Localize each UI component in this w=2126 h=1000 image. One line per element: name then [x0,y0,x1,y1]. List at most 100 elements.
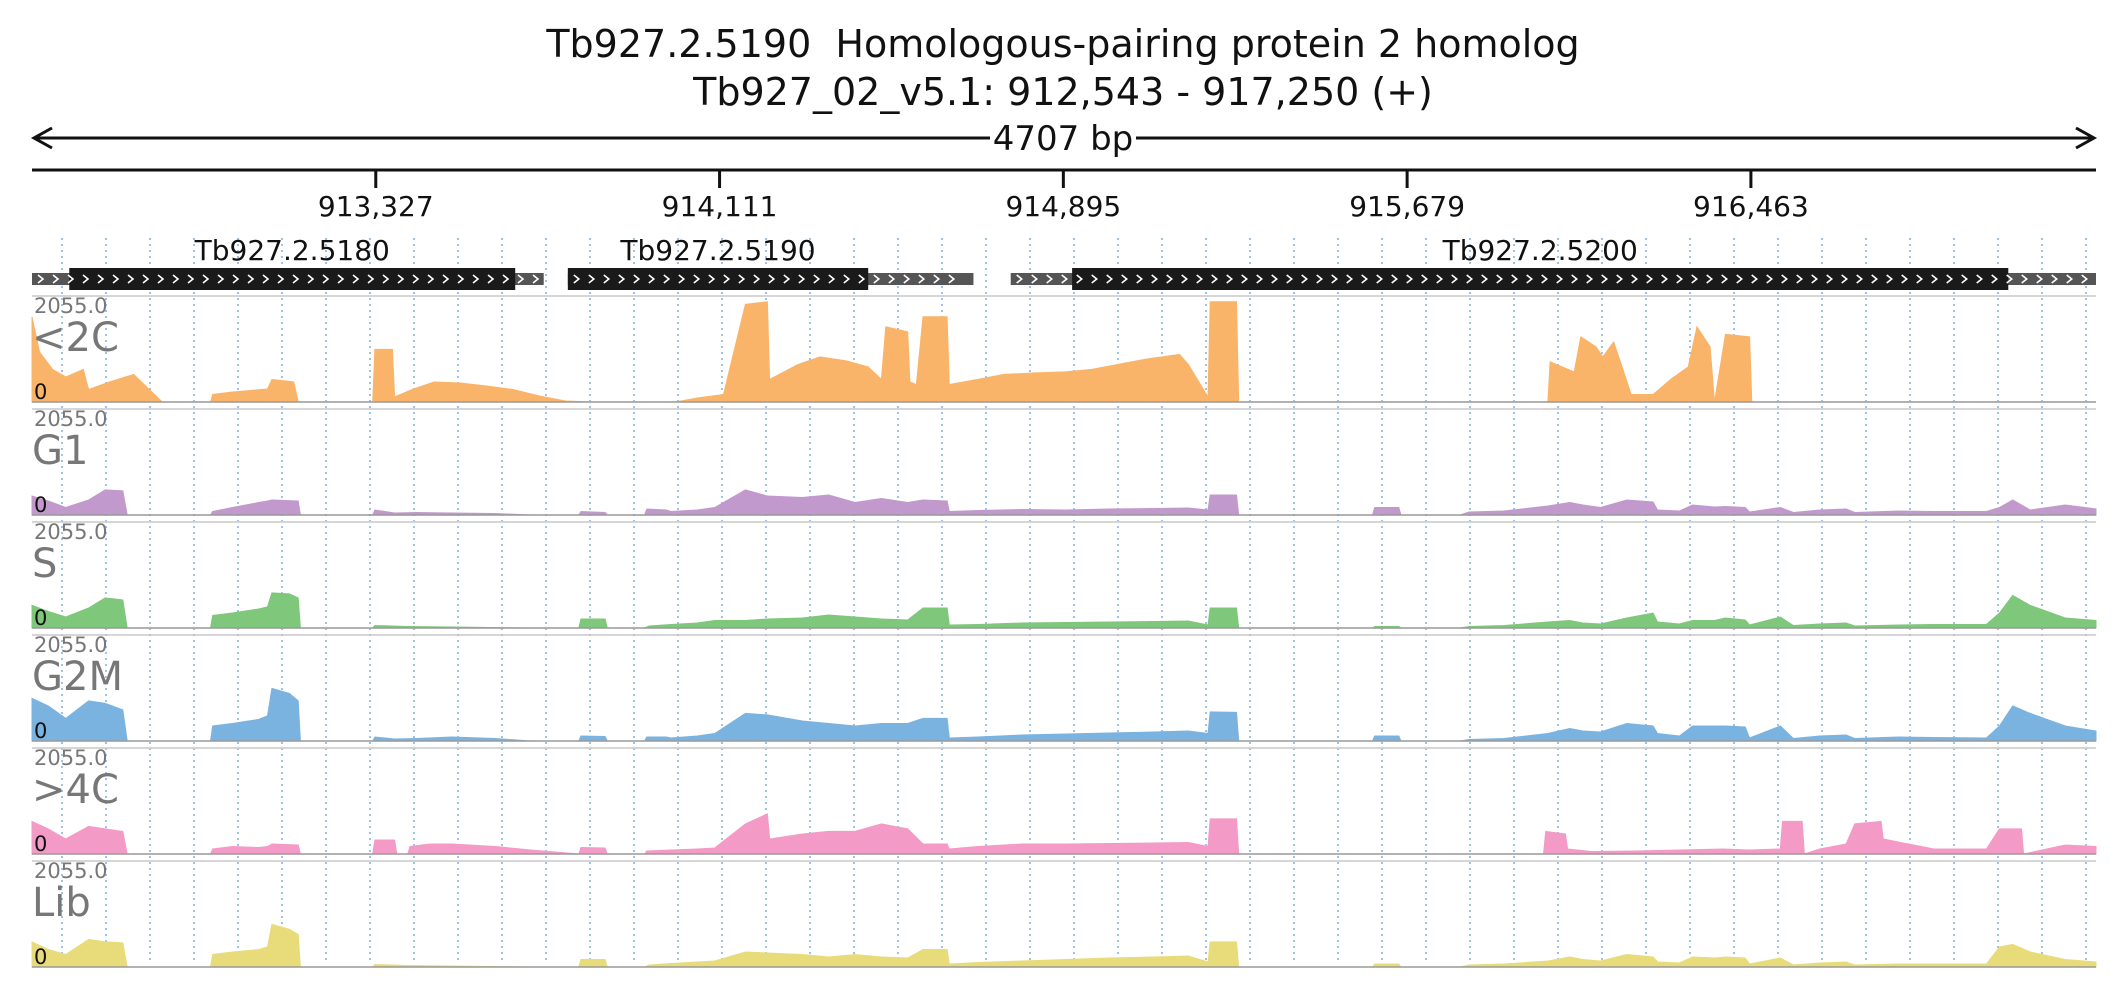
strand-chevron [873,274,881,284]
strand-chevron [1271,274,1279,284]
strand-chevron [1061,274,1069,284]
strand-chevron [1811,274,1819,284]
strand-chevron [382,274,390,284]
strand-chevron [232,274,240,284]
strand-chevron [1121,274,1129,284]
strand-chevron [663,274,671,284]
track-name: S [32,541,57,587]
gene-cds [69,268,516,290]
strand-chevron [588,274,596,284]
strand-chevron [1616,274,1624,284]
strand-chevron [1706,274,1714,284]
strand-chevron [1166,274,1174,284]
span-arrow-left-head [30,126,53,150]
strand-chevron [1241,274,1249,284]
strand-chevron [633,274,641,284]
strand-chevron [1421,274,1429,284]
strand-chevron [1796,274,1804,284]
strand-chevron [127,274,135,284]
track-max-label: 2055.0 [34,859,107,883]
strand-chevron [1286,274,1294,284]
track-name: G1 [32,428,88,474]
strand-chevron [352,274,360,284]
strand-chevron [1676,274,1684,284]
strand-chevron [337,274,345,284]
strand-chevron [1031,274,1039,284]
strand-chevron [202,274,210,284]
gene-cds [1072,268,2009,290]
span-label-bg [990,118,1136,158]
strand-chevron [247,274,255,284]
strand-chevron [292,274,300,284]
strand-chevron [397,274,405,284]
strand-chevron [1766,274,1774,284]
strand-chevron [1196,274,1204,284]
strand-chevron [1436,274,1444,284]
strand-chevron [1091,274,1099,284]
strand-chevron [1751,274,1759,284]
strand-chevron [457,274,465,284]
axis-tick-label: 916,463 [1693,190,1809,223]
strand-chevron [1826,274,1834,284]
strand-chevron [1106,274,1114,284]
strand-chevron [1946,274,1954,284]
strand-chevron [532,274,540,284]
strand-chevron [1301,274,1309,284]
strand-chevron [1586,274,1594,284]
strand-chevron [843,274,851,284]
strand-chevron [277,274,285,284]
strand-chevron [1361,274,1369,284]
coverage-area [31,301,2096,403]
strand-chevron [1406,274,1414,284]
strand-chevron [157,274,165,284]
strand-chevron [1316,274,1324,284]
track-name: G2M [32,654,123,700]
strand-chevron [693,274,701,284]
strand-chevron [217,274,225,284]
strand-chevron [1916,274,1924,284]
strand-chevron [1991,274,1999,284]
strand-chevron [1256,274,1264,284]
strand-chevron [1646,274,1654,284]
strand-chevron [187,274,195,284]
track-max-label: 2055.0 [34,520,107,544]
strand-chevron [1871,274,1879,284]
strand-chevron [142,274,150,284]
strand-chevron [1601,274,1609,284]
strand-chevron [307,274,315,284]
strand-chevron [1076,274,1084,284]
strand-chevron [768,274,776,284]
strand-chevron [1736,274,1744,284]
strand-chevron [573,274,581,284]
strand-chevron [948,274,956,284]
strand-chevron [1451,274,1459,284]
strand-chevron [723,274,731,284]
strand-chevron [2036,274,2044,284]
strand-chevron [903,274,911,284]
strand-chevron [67,274,75,284]
strand-chevron [1331,274,1339,284]
strand-chevron [858,274,866,284]
gene-label: Tb927.2.5190 [619,234,815,267]
strand-chevron [1556,274,1564,284]
strand-chevron [1511,274,1519,284]
strand-chevron [82,274,90,284]
strand-chevron [1886,274,1894,284]
strand-chevron [262,274,270,284]
strand-chevron [783,274,791,284]
strand-chevron [933,274,941,284]
strand-chevron [888,274,896,284]
strand-chevron [112,274,120,284]
strand-chevron [1496,274,1504,284]
track-max-label: 2055.0 [34,294,107,318]
strand-chevron [813,274,821,284]
strand-chevron [1631,274,1639,284]
coverage-area [31,592,2097,629]
strand-chevron [648,274,656,284]
strand-chevron [828,274,836,284]
axis-tick-label: 915,679 [1349,190,1465,223]
strand-chevron [1376,274,1384,284]
strand-chevron [708,274,716,284]
gene-label: Tb927.2.5200 [1442,234,1638,267]
